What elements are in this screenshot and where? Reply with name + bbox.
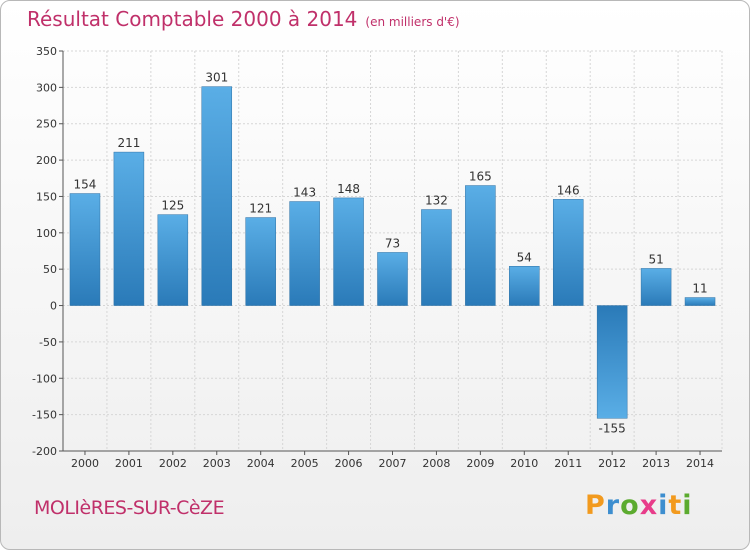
x-tick-label: 2004	[247, 457, 275, 470]
data-label-2003: 301	[205, 71, 228, 85]
data-label-2007: 73	[385, 236, 400, 250]
data-label-2006: 148	[337, 182, 360, 196]
y-tick-label: 250	[36, 118, 57, 131]
x-tick-label: 2009	[466, 457, 494, 470]
y-tick-label: -150	[32, 409, 57, 422]
data-label-2008: 132	[425, 194, 448, 208]
data-labels: 154 211 125 301 121 143 148 73 132 165 54 146 -155 51…	[74, 71, 708, 436]
data-label-2011: 146	[557, 183, 580, 197]
data-label-2013: 51	[648, 252, 663, 266]
y-tick-label: 100	[36, 227, 57, 240]
logo-letter: r	[605, 490, 621, 521]
chart-subtitle: (en milliers d'€)	[365, 15, 460, 29]
y-tick-label: 350	[36, 45, 57, 58]
y-tick-label: -200	[32, 445, 57, 458]
y-tick-label: 300	[36, 81, 57, 94]
chart-title: Résultat Comptable 2000 à 2014 (en millie…	[27, 7, 460, 31]
bar-2004	[245, 217, 276, 306]
y-tick-label: 50	[43, 263, 57, 276]
logo-letter: x	[639, 490, 659, 521]
bar-2007	[377, 252, 408, 306]
bar-2009	[465, 185, 496, 306]
bar-2006	[333, 197, 364, 306]
x-tick-label: 2005	[291, 457, 319, 470]
x-tick-label: 2013	[642, 457, 670, 470]
bar-2012	[596, 305, 628, 419]
y-tick-label: -100	[32, 372, 57, 385]
x-tick-label: 2006	[335, 457, 363, 470]
x-tick-label: 2002	[159, 457, 187, 470]
x-tick-label: 2011	[554, 457, 582, 470]
logo-letter: P	[585, 490, 606, 521]
data-label-2004: 121	[249, 202, 272, 216]
y-tick-label: 150	[36, 190, 57, 203]
x-tick-label: 2003	[203, 457, 231, 470]
bar-2003	[201, 86, 233, 306]
data-label-2014: 11	[692, 282, 707, 296]
y-tick-label: -50	[39, 336, 57, 349]
data-label-2012: -155	[599, 421, 626, 435]
town-name: MOLIèRES-SUR-CèZE	[34, 497, 225, 519]
bars	[69, 86, 716, 419]
bar-2008	[421, 209, 452, 306]
axes: -200 -150 -100 -50 0 50 100 150 200 250 300 350 2000…	[32, 45, 722, 470]
x-tick-label: 2010	[510, 457, 538, 470]
logo-letter: o	[620, 490, 640, 521]
x-tick-label: 2008	[422, 457, 450, 470]
proxiti-logo[interactable]: Proxiti	[585, 490, 693, 521]
data-label-2010: 54	[517, 250, 532, 264]
logo-letter: t	[668, 490, 683, 521]
data-label-2001: 211	[117, 136, 140, 150]
data-label-2000: 154	[74, 178, 97, 192]
data-label-2005: 143	[293, 186, 316, 200]
logo-letter: i	[658, 490, 669, 521]
y-tick-label: 200	[36, 154, 57, 167]
bar-2005	[289, 201, 320, 306]
data-label-2009: 165	[469, 170, 492, 184]
bar-2010	[509, 266, 540, 306]
logo-letter: i	[682, 490, 693, 521]
x-tick-label: 2007	[379, 457, 407, 470]
x-tick-label: 2000	[71, 457, 99, 470]
bar-2014	[684, 297, 716, 306]
bar-2001	[113, 151, 145, 306]
chart-title-text: Résultat Comptable 2000 à 2014	[27, 7, 358, 31]
x-tick-label: 2014	[686, 457, 714, 470]
data-label-2002: 125	[161, 199, 184, 213]
bar-2013	[640, 268, 672, 306]
bar-2000	[69, 193, 101, 306]
bar-2011	[552, 199, 584, 306]
x-tick-label: 2001	[115, 457, 143, 470]
y-tick-label: 0	[50, 300, 57, 313]
x-tick-label: 2012	[598, 457, 626, 470]
bar-2002	[157, 214, 189, 306]
